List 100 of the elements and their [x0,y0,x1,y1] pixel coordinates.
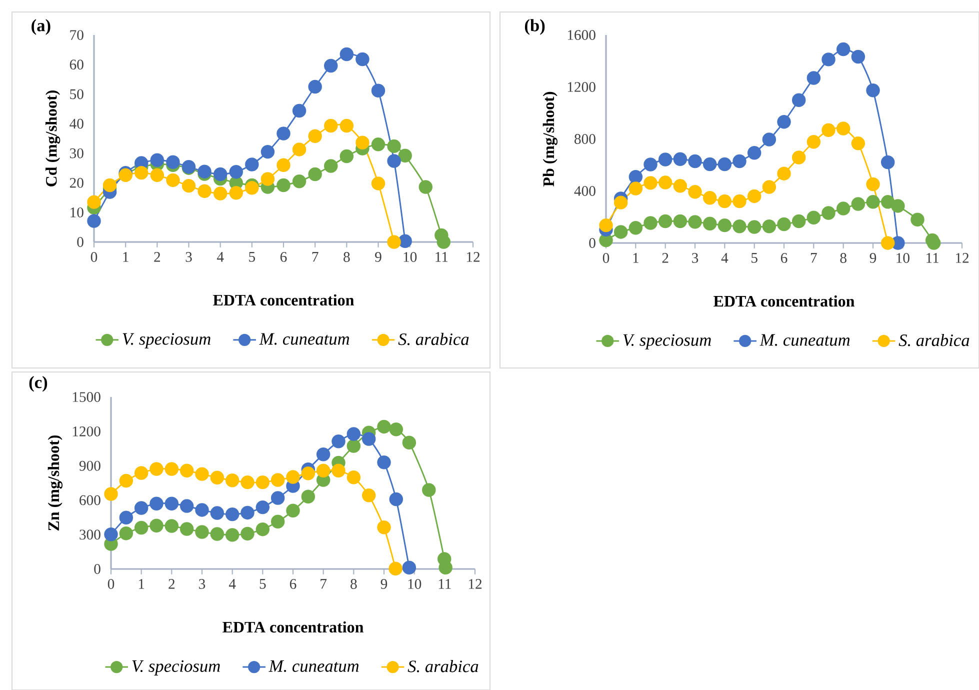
point [324,118,338,133]
y-tick-label: 20 [70,178,84,188]
point [718,218,732,232]
point [688,215,702,229]
point [836,202,850,216]
y-tick-label: 50 [70,89,84,100]
point [340,47,354,62]
point [308,80,322,94]
point [104,487,118,501]
x-tick-label: 9 [375,252,382,262]
point [270,491,285,505]
point [806,134,821,149]
x-tick-label: 1 [123,252,128,262]
point [198,164,212,178]
point [87,214,101,228]
x-tick-label: 6 [290,579,296,589]
x-tick-label: 12 [956,253,969,263]
point [195,467,209,481]
legend-label: M. cuneatum [259,333,350,345]
point [134,520,148,535]
point [301,490,316,504]
point [286,504,300,518]
point [688,154,702,168]
point [308,129,322,144]
point [182,178,196,193]
point [880,236,895,250]
point [822,123,836,138]
x-tick-label: 11 [436,252,448,262]
point [87,195,101,209]
point [806,71,821,85]
point [292,174,306,188]
point [777,114,791,129]
point [599,218,613,232]
x-tick-label: 5 [249,252,256,262]
legend-label: V. speciosum [623,334,711,350]
point [210,470,224,484]
point [702,157,717,172]
point [387,154,401,168]
point [134,166,148,180]
point [346,439,361,453]
y-tick-label: 900 [79,460,100,471]
point [270,514,285,529]
point [658,152,672,166]
point [286,470,300,484]
point [229,165,243,179]
point [260,144,275,159]
point [229,186,243,200]
point [102,178,117,192]
x-tick-label: 10 [408,579,422,589]
point [225,507,240,522]
point [732,154,746,168]
y-tick-label: 70 [70,30,84,40]
point [180,522,194,536]
point [292,142,306,156]
point [225,528,240,542]
point [880,195,895,209]
y-tick-label: 1500 [72,392,100,402]
point [880,155,895,170]
y-tick-label: 60 [70,60,84,70]
point [150,496,164,511]
chart-title: (a) [32,19,50,35]
point [398,148,412,163]
point [362,432,376,446]
point [210,506,224,520]
point [702,216,717,230]
point [340,149,354,164]
point [792,93,806,107]
point [276,158,290,172]
point [164,462,179,476]
point [688,185,702,199]
x-tick-label: 1 [633,253,638,263]
point [644,216,658,230]
point [256,522,270,536]
point [292,104,306,118]
point [806,210,821,225]
point [377,420,391,434]
y-tick-label: 400 [574,186,596,196]
x-tick-label: 2 [662,253,668,263]
y-tick-label: 1200 [568,82,596,92]
point [260,172,275,186]
point [356,52,370,66]
point [324,58,338,73]
x-tick-label: 11 [926,253,939,263]
x-tick-label: 5 [752,253,758,263]
legend-label: S. arabica [408,660,478,672]
x-tick-label: 8 [350,579,357,589]
point [316,464,330,478]
point [673,152,688,166]
point [910,212,924,226]
point [792,214,806,228]
point [180,464,194,478]
point [614,225,628,239]
legend-label: M. cuneatum [760,334,850,346]
x-tick-label: 0 [108,579,114,589]
point [371,138,386,152]
point [866,177,880,192]
point [150,168,164,182]
x-tick-label: 9 [870,253,876,263]
x-tick-label: 12 [468,579,482,589]
y-tick-label: 30 [70,148,84,158]
